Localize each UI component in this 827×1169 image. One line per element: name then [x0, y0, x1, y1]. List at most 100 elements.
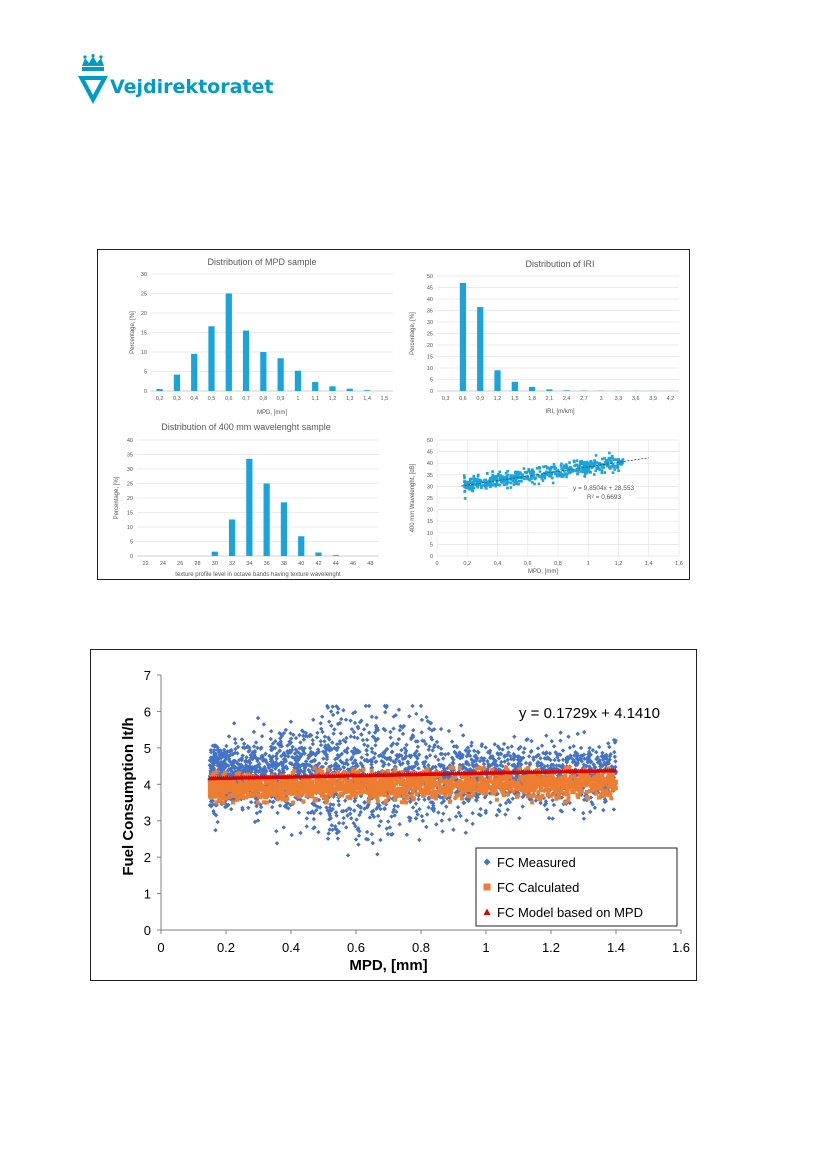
data-point [588, 789, 593, 794]
data-point [541, 774, 546, 779]
data-point [531, 471, 535, 475]
data-point [311, 784, 316, 789]
data-point [556, 792, 561, 797]
data-point [357, 749, 362, 755]
data-point [529, 738, 534, 744]
data-point [588, 777, 593, 782]
data-point [585, 795, 590, 800]
data-point [457, 766, 462, 771]
data-point [426, 791, 431, 796]
data-point [552, 757, 557, 763]
data-point [222, 779, 227, 784]
data-point [299, 728, 305, 733]
data-point [289, 791, 294, 796]
bar [363, 390, 371, 391]
data-point [505, 807, 510, 812]
data-point [298, 740, 303, 745]
data-point [352, 734, 357, 740]
data-point [507, 784, 512, 789]
data-point [525, 794, 530, 799]
data-point [228, 778, 233, 783]
data-point [448, 765, 453, 770]
data-point [292, 769, 297, 774]
data-point [348, 734, 354, 739]
data-point [476, 480, 480, 483]
data-point [463, 479, 466, 483]
data-point [505, 792, 510, 797]
data-point [235, 797, 240, 802]
data-point [389, 791, 394, 796]
data-point [541, 777, 546, 782]
data-point [425, 784, 430, 789]
data-point [463, 489, 467, 493]
data-point [381, 751, 387, 756]
data-point [319, 778, 324, 783]
data-point [560, 475, 563, 478]
x-tick-label: 26 [177, 561, 183, 567]
data-point [302, 765, 308, 770]
y-tick-label: 40 [427, 297, 433, 303]
data-point [436, 757, 441, 763]
data-point [522, 746, 527, 751]
data-point [547, 467, 551, 470]
data-point [590, 785, 595, 790]
data-point [545, 793, 550, 798]
data-point [217, 764, 223, 770]
data-point [255, 758, 260, 764]
data-point [594, 454, 598, 457]
y-tick-label: 3 [144, 814, 151, 829]
data-point [521, 750, 526, 755]
data-point [213, 828, 218, 833]
data-point [288, 736, 294, 741]
data-point [460, 787, 465, 792]
data-point [438, 751, 443, 757]
x-tick-label: 4,2 [667, 396, 675, 402]
y-tick-label: 0 [430, 554, 433, 560]
data-point [418, 789, 423, 794]
data-point [489, 485, 492, 489]
data-point [378, 819, 383, 824]
data-point [539, 783, 544, 788]
data-point [453, 795, 458, 800]
data-point [230, 793, 235, 798]
data-point [600, 750, 605, 756]
data-point [319, 769, 324, 774]
data-point [518, 744, 523, 750]
data-point [576, 472, 580, 475]
data-point [606, 778, 611, 783]
data-point [208, 784, 213, 789]
data-point [494, 474, 497, 478]
data-point [526, 765, 531, 770]
data-point [488, 775, 493, 780]
data-point [402, 746, 408, 751]
data-point [503, 774, 508, 779]
data-point [402, 787, 407, 792]
data-point [490, 479, 494, 483]
data-point [304, 816, 309, 821]
data-point [601, 466, 604, 469]
data-point [385, 785, 390, 790]
data-point [498, 470, 502, 474]
data-point [535, 777, 540, 782]
data-point [338, 783, 343, 788]
data-point [557, 795, 562, 800]
data-point [490, 779, 495, 784]
data-point [567, 777, 572, 782]
data-point [309, 764, 315, 770]
x-tick-label: 2,7 [580, 396, 588, 402]
data-point [415, 812, 420, 817]
data-point [503, 480, 507, 483]
data-point [232, 721, 237, 726]
data-point [582, 470, 585, 474]
data-point [432, 782, 437, 787]
data-point [284, 791, 289, 796]
data-point [438, 777, 443, 782]
data-point [495, 483, 499, 486]
y-axis-label: Percentage, [%] [114, 476, 120, 519]
data-point [302, 751, 307, 756]
data-point [578, 773, 583, 778]
data-point [392, 788, 397, 793]
data-point [261, 722, 267, 727]
data-point [582, 463, 586, 467]
data-point [529, 775, 534, 780]
